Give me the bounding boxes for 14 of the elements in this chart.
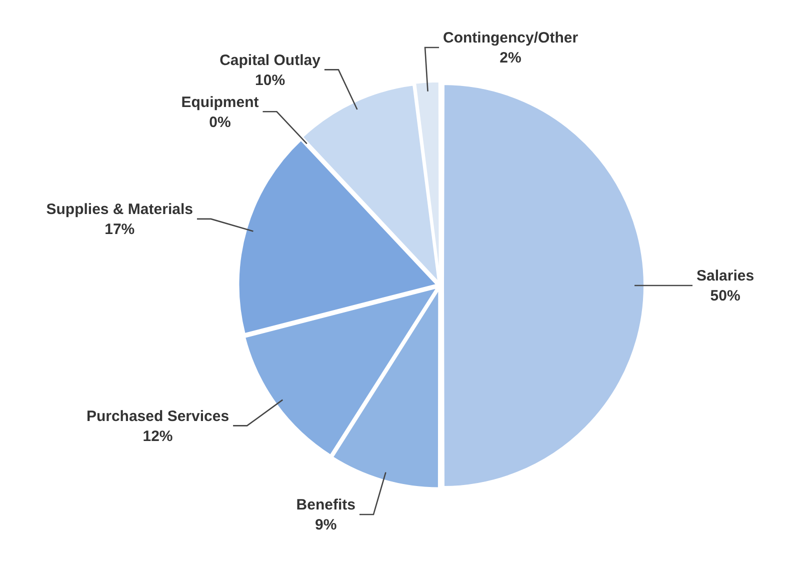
slice-label: Supplies & Materials bbox=[46, 201, 193, 218]
slice-label: Purchased Services bbox=[86, 408, 230, 425]
slice-label: Salaries bbox=[696, 268, 754, 285]
data-label: 9% bbox=[315, 516, 337, 534]
text: 0% bbox=[209, 114, 231, 131]
data-label: 2% bbox=[500, 50, 522, 67]
data-label: 10% bbox=[255, 72, 286, 89]
data-label: 17% bbox=[104, 221, 135, 238]
data-label: 12% bbox=[142, 428, 173, 445]
slice-label: Capital Outlay bbox=[220, 52, 322, 69]
category-label: Equipment bbox=[181, 94, 259, 111]
data-label: 50% bbox=[710, 288, 740, 305]
slice-label: Benefits bbox=[296, 496, 356, 514]
slice-label: Contingency/Other bbox=[443, 30, 578, 47]
